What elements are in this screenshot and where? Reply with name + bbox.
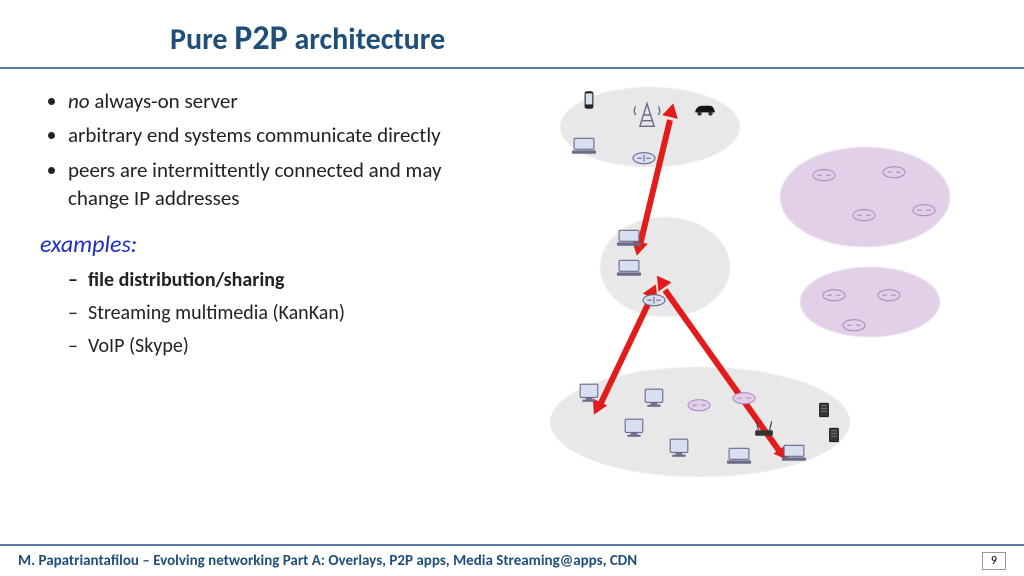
router-p1-icon — [810, 162, 838, 184]
ap-icon — [750, 417, 778, 439]
title-pre: Pure — [170, 21, 234, 58]
laptop-b2-icon — [780, 442, 808, 464]
title-post: architecture — [288, 21, 445, 58]
examples-heading: examples: — [40, 230, 500, 259]
title-bar: Pure P2P architecture — [0, 0, 1024, 69]
laptop-mid1-icon — [615, 227, 643, 249]
pc4-icon — [640, 387, 668, 409]
slide-title: Pure P2P architecture — [170, 21, 445, 58]
example-item: VoIP (Skype) — [88, 333, 500, 360]
bullet-item: peers are intermittently connected and m… — [68, 156, 500, 213]
router-p6-icon — [875, 282, 903, 304]
laptop-b1-icon — [725, 445, 753, 467]
router-p2-icon — [880, 159, 908, 181]
examples-list: file distribution/sharing Streaming multi… — [40, 267, 500, 360]
laptop-mid2-icon — [615, 257, 643, 279]
car-icon — [685, 97, 725, 119]
bullet-item: arbitrary end systems communicate direct… — [68, 121, 500, 149]
title-emphasis: P2P — [234, 18, 287, 59]
phone-icon — [575, 89, 603, 111]
router-b2-icon — [730, 385, 758, 407]
laptop-top-icon — [570, 135, 598, 157]
bullet-list: no always-on server arbitrary end systems… — [40, 87, 500, 212]
tower-icon — [630, 95, 664, 135]
router-p5-icon — [820, 282, 848, 304]
router-b1-icon — [685, 392, 713, 414]
router-p4-icon — [910, 197, 938, 219]
bullet-item: no always-on server — [68, 87, 500, 115]
switch-mid-icon — [640, 287, 668, 309]
p2p-network-diagram — [520, 87, 984, 487]
router-p3-icon — [850, 202, 878, 224]
router-p7-icon — [840, 312, 868, 334]
text-column: no always-on server arbitrary end systems… — [40, 87, 500, 487]
example-item: Streaming multimedia (KanKan) — [88, 300, 500, 327]
pc3-icon — [665, 437, 693, 459]
example-item: file distribution/sharing — [88, 267, 500, 294]
router-top-icon — [630, 145, 658, 167]
footer: M. Papatriantafilou – Evolving networkin… — [0, 544, 1024, 576]
page-number: 9 — [982, 552, 1006, 570]
server2-icon — [825, 417, 843, 453]
pc1-icon — [575, 382, 603, 404]
pc2-icon — [620, 417, 648, 439]
content-area: no always-on server arbitrary end systems… — [0, 69, 1024, 487]
footer-text: M. Papatriantafilou – Evolving networkin… — [18, 552, 637, 570]
